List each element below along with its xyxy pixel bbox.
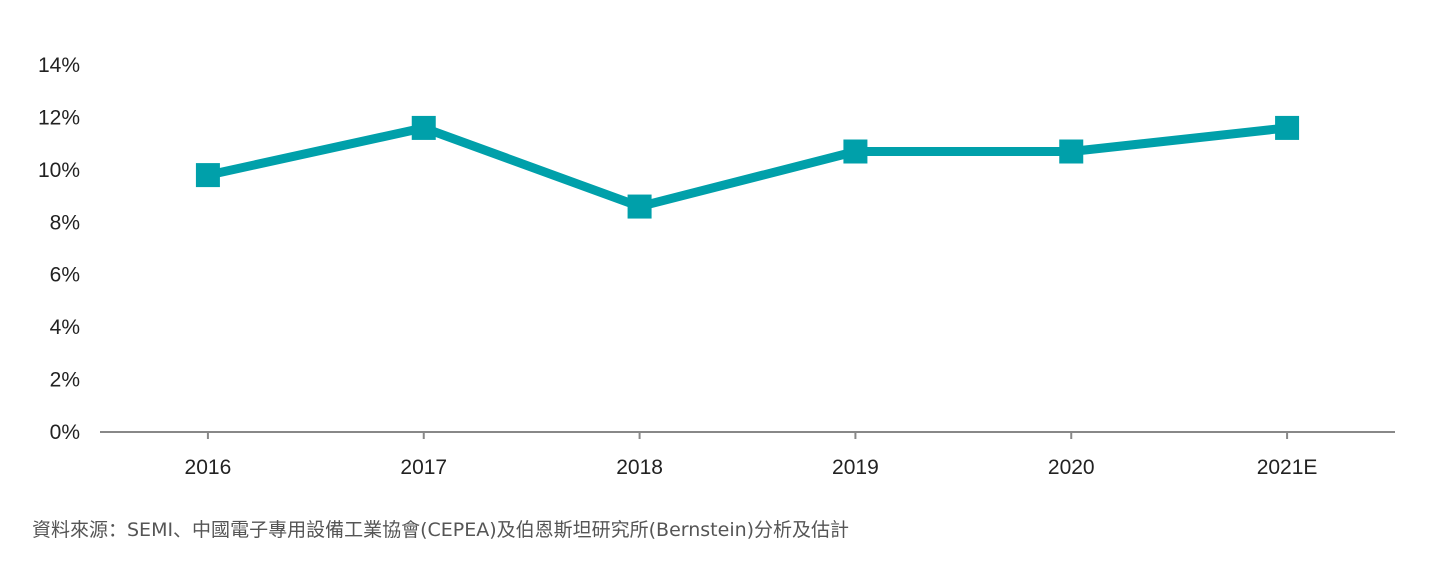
- data-point-marker: [195, 163, 220, 188]
- x-tick-label: 2018: [616, 456, 663, 479]
- y-tick-label: 12%: [38, 106, 80, 129]
- source-note: 資料來源：SEMI、中國電子專用設備工業協會(CEPEA)及伯恩斯坦研究所(Be…: [32, 519, 850, 541]
- series-markers: [195, 115, 1300, 219]
- line-chart: 0% 2% 4% 6% 8% 10% 12% 14% 2016 2017 2018 2019 2020…: [38, 54, 1395, 479]
- data-point-marker: [843, 139, 868, 164]
- x-tick-label: 2016: [185, 456, 232, 479]
- y-tick-label: 8%: [50, 211, 80, 234]
- x-axis-tick-labels: 2016 2017 2018 2019 2020 2021E: [185, 456, 1318, 479]
- data-point-marker: [411, 115, 436, 140]
- series-line: [206, 123, 1288, 212]
- y-tick-label: 10%: [38, 159, 80, 182]
- x-tick-label: 2020: [1048, 456, 1095, 479]
- y-tick-label: 2%: [50, 369, 80, 392]
- x-tick-label: 2017: [400, 456, 447, 479]
- data-point-marker: [1275, 115, 1300, 140]
- y-axis-tick-labels: 0% 2% 4% 6% 8% 10% 12% 14%: [38, 54, 80, 444]
- y-tick-label: 4%: [50, 316, 80, 339]
- y-tick-label: 0%: [50, 421, 80, 444]
- data-point-marker: [627, 194, 652, 219]
- data-point-marker: [1059, 139, 1084, 164]
- y-tick-label: 6%: [50, 264, 80, 287]
- y-tick-label: 14%: [38, 54, 80, 77]
- x-axis-tick-marks: [206, 432, 1289, 439]
- x-tick-label: 2021E: [1257, 456, 1318, 479]
- x-tick-label: 2019: [832, 456, 879, 479]
